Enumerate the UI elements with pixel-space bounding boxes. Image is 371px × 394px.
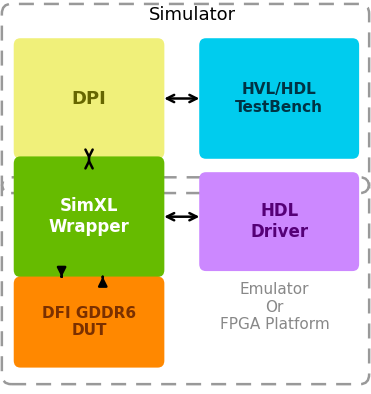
Text: DFI GDDR6
DUT: DFI GDDR6 DUT [42, 306, 136, 338]
Text: Simulator: Simulator [150, 6, 236, 24]
FancyBboxPatch shape [14, 156, 164, 277]
Text: DPI: DPI [72, 89, 106, 108]
Text: HDL
Driver: HDL Driver [250, 202, 308, 241]
Text: Emulator
Or
FPGA Platform: Emulator Or FPGA Platform [220, 282, 329, 332]
Text: SimXL
Wrapper: SimXL Wrapper [49, 197, 129, 236]
FancyBboxPatch shape [14, 38, 164, 159]
FancyBboxPatch shape [199, 172, 359, 271]
FancyBboxPatch shape [199, 38, 359, 159]
Text: HVL/HDL
TestBench: HVL/HDL TestBench [235, 82, 323, 115]
FancyBboxPatch shape [14, 277, 164, 368]
